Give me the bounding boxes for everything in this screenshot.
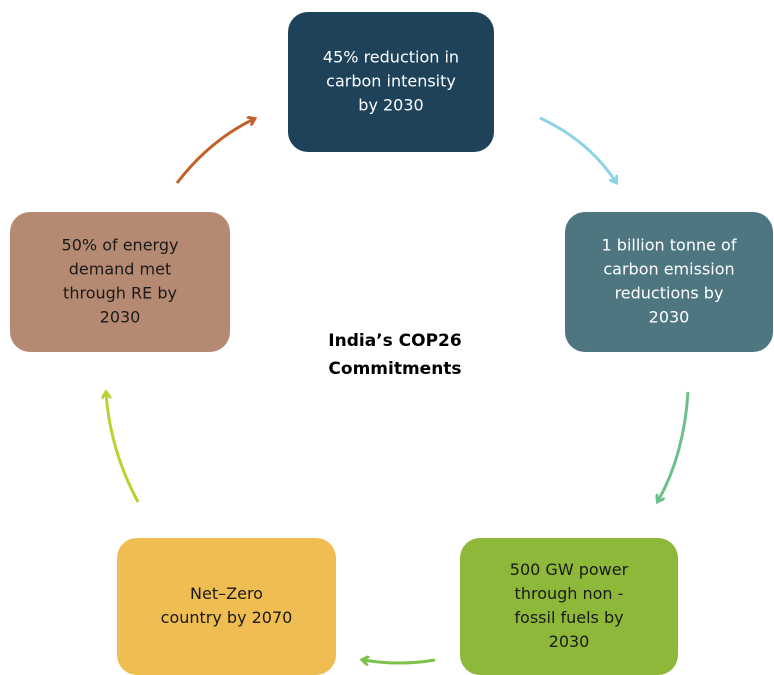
nodes: 45% reduction in carbon intensity by 2030 1… xyxy=(10,12,773,675)
node-label: 2030 xyxy=(649,308,690,327)
center-title: India’s COP26 xyxy=(328,331,461,351)
node-label: 45% reduction in xyxy=(323,48,459,67)
node: 45% reduction in carbon intensity by 2030 xyxy=(288,12,494,152)
node-label: reductions by xyxy=(615,284,724,303)
center-title: Commitments xyxy=(328,359,461,379)
node-label: 1 billion tonne of xyxy=(602,236,737,255)
node-label: demand met xyxy=(69,260,171,279)
node-label: country by 2070 xyxy=(161,608,293,627)
node-box xyxy=(565,212,773,352)
node-label: carbon emission xyxy=(603,260,734,279)
node-label: 500 GW power xyxy=(510,560,629,579)
node: 1 billion tonne of carbon emission reducti… xyxy=(565,212,773,352)
node-box xyxy=(117,538,336,675)
node: 50% of energy demand met through RE by 2030 xyxy=(10,212,230,352)
node: Net–Zero country by 2070 xyxy=(117,538,336,675)
node-label: Net–Zero xyxy=(190,584,263,603)
arrow xyxy=(175,119,254,184)
node-label: 50% of energy xyxy=(62,236,179,255)
arrow xyxy=(363,660,436,663)
node-label: through RE by xyxy=(63,284,177,303)
node-label: through non - xyxy=(515,584,624,603)
arrow xyxy=(106,393,140,503)
arrows xyxy=(106,116,690,663)
arrow xyxy=(539,116,616,182)
node-label: 2030 xyxy=(549,632,590,651)
node-label: 2030 xyxy=(100,308,141,327)
node: 500 GW power through non - fossil fuels by… xyxy=(460,538,678,675)
node-box xyxy=(288,12,494,152)
node-label: carbon intensity xyxy=(326,72,456,91)
arrow xyxy=(658,391,690,501)
node-box xyxy=(10,212,230,352)
node-box xyxy=(460,538,678,675)
node-label: fossil fuels by xyxy=(514,608,623,627)
node-label: by 2030 xyxy=(358,96,423,115)
